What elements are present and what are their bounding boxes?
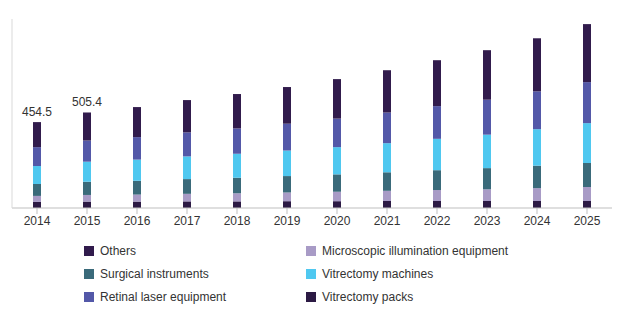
- html-text:Microscopic illumination equip: Microscopic illumination equipment: [322, 244, 509, 258]
- svg-text:2022: 2022: [424, 214, 451, 228]
- svg-text:2020: 2020: [324, 214, 351, 228]
- html-text:Retinal laser equipment: Retinal laser equipment: [100, 290, 227, 304]
- svg-text:505.4: 505.4: [72, 95, 102, 109]
- html-text:Surgical instruments: Surgical instruments: [100, 267, 209, 281]
- svg-text:2015: 2015: [74, 214, 101, 228]
- svg-text:2016: 2016: [124, 214, 151, 228]
- svg-text:2023: 2023: [474, 214, 501, 228]
- svg-text:2025: 2025: [574, 214, 601, 228]
- svg-text:2014: 2014: [24, 214, 51, 228]
- html-text:Others: Others: [100, 244, 136, 258]
- svg-text:2021: 2021: [374, 214, 401, 228]
- svg-text:2019: 2019: [274, 214, 301, 228]
- svg-text:2017: 2017: [174, 214, 201, 228]
- svg-text:2018: 2018: [224, 214, 251, 228]
- html-text:Vitrectomy machines: Vitrectomy machines: [322, 267, 434, 281]
- svg-text:454.5: 454.5: [22, 105, 52, 119]
- html-text:Vitrectomy packs: Vitrectomy packs: [322, 290, 414, 304]
- svg-text:2024: 2024: [524, 214, 551, 228]
